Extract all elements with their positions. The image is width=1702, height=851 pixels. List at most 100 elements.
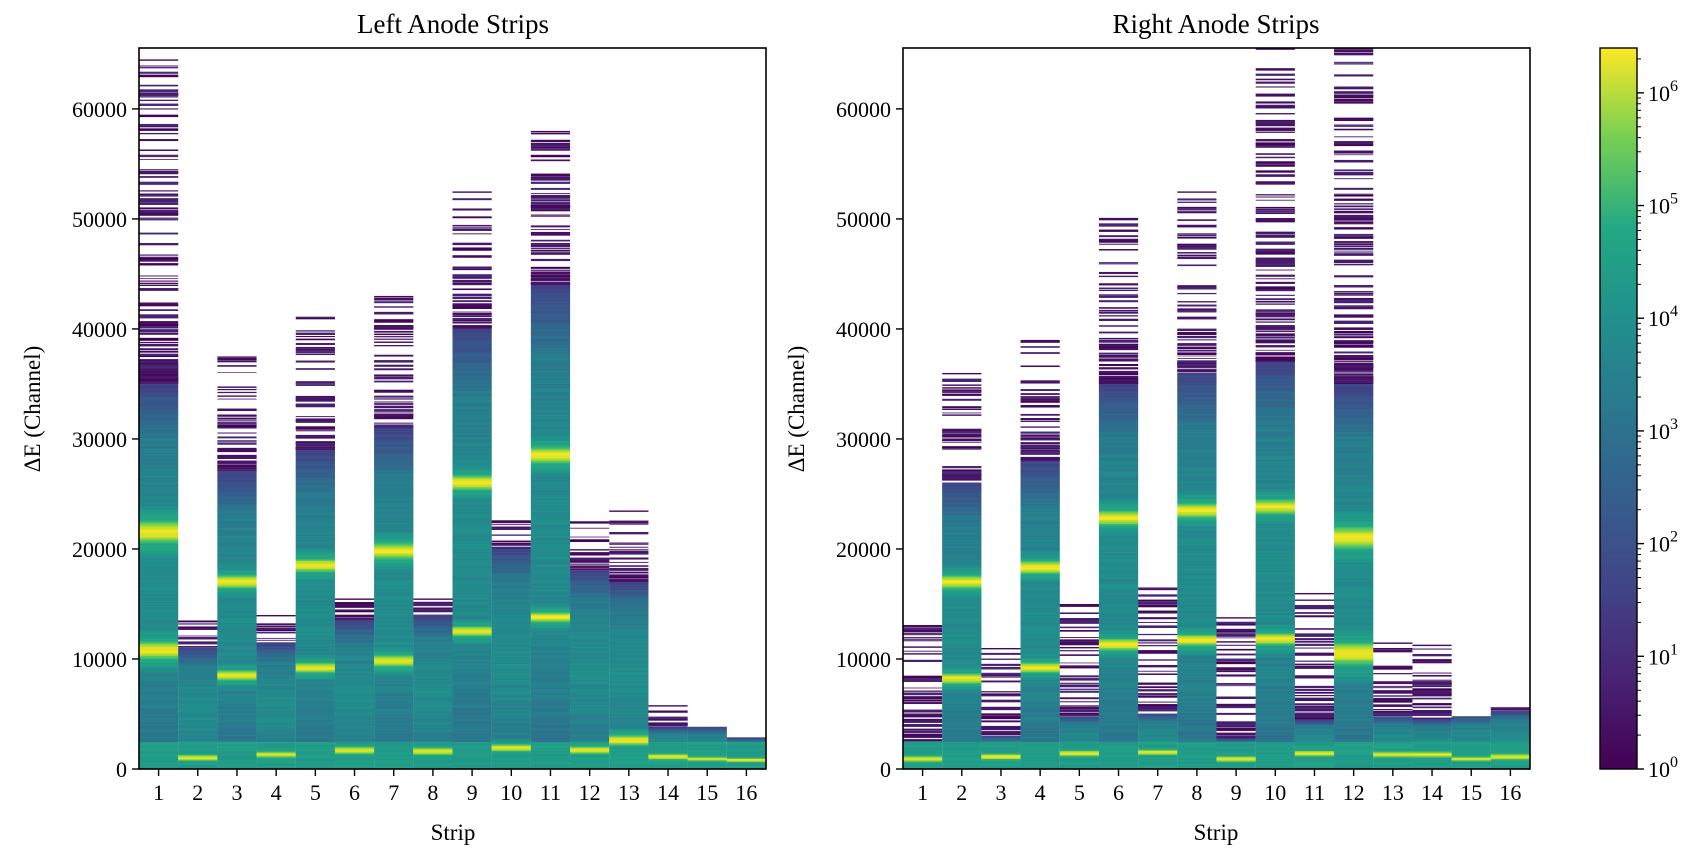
heatmap-bin <box>452 421 492 424</box>
heatmap-bin <box>295 701 335 704</box>
heatmap-bin <box>1177 528 1217 531</box>
heatmap-bin <box>452 712 492 715</box>
heatmap-bin <box>570 655 610 658</box>
heatmap-bin <box>413 709 453 712</box>
heatmap-bin <box>139 551 179 554</box>
heatmap-bin <box>942 737 982 740</box>
heatmap-bin <box>1177 527 1217 530</box>
heatmap-bin <box>1098 646 1139 649</box>
heatmap-bin <box>570 622 610 625</box>
heatmap-bin <box>374 766 414 769</box>
heatmap-bin <box>139 343 179 347</box>
heatmap-bin <box>1177 547 1217 550</box>
heatmap-bin <box>530 375 571 378</box>
heatmap-bin <box>1098 331 1139 334</box>
heatmap-bin <box>942 710 982 713</box>
heatmap-bin <box>295 469 335 472</box>
heatmap-bin <box>1177 728 1217 730</box>
heatmap-bin <box>570 557 610 559</box>
heatmap-bin <box>139 590 179 593</box>
heatmap-bin <box>530 669 571 672</box>
heatmap-bin <box>981 652 1021 655</box>
heatmap-bin <box>1098 741 1139 744</box>
heatmap-bin <box>570 751 610 754</box>
heatmap-bin <box>942 739 982 742</box>
heatmap-bin <box>452 593 492 596</box>
heatmap-bin <box>217 683 257 686</box>
heatmap-bin <box>452 667 492 670</box>
heatmap-bin <box>942 621 982 624</box>
heatmap-bin <box>942 588 982 591</box>
heatmap-bin <box>981 745 1021 748</box>
heatmap-bin <box>491 685 531 688</box>
heatmap-bin <box>491 524 531 526</box>
heatmap-bin <box>295 442 335 445</box>
heatmap-bin <box>1059 637 1099 639</box>
heatmap-bin <box>530 297 571 300</box>
heatmap-bin <box>217 474 257 477</box>
heatmap-bin <box>570 689 610 692</box>
strip-column-16 <box>726 737 766 770</box>
heatmap-bin <box>1059 742 1099 745</box>
heatmap-bin <box>452 465 492 468</box>
heatmap-bin <box>530 367 571 370</box>
heatmap-bin <box>491 676 531 679</box>
heatmap-bin <box>530 693 571 696</box>
heatmap-bin <box>1098 535 1139 538</box>
heatmap-bin <box>1098 478 1139 481</box>
heatmap-bin <box>609 621 649 624</box>
heatmap-bin <box>609 676 649 679</box>
heatmap-bin <box>942 372 982 375</box>
heatmap-bin <box>452 415 492 418</box>
heatmap-bin <box>530 321 571 324</box>
heatmap-bin <box>374 716 414 719</box>
heatmap-bin <box>139 614 179 617</box>
heatmap-bin <box>413 672 453 675</box>
heatmap-bin <box>530 676 571 679</box>
heatmap-bin <box>256 625 296 627</box>
heatmap-bin <box>139 515 179 518</box>
heatmap-bin <box>374 714 414 717</box>
heatmap-bin <box>530 745 571 748</box>
heatmap-bin <box>452 607 492 610</box>
heatmap-bin <box>570 732 610 734</box>
heatmap-bin <box>139 658 179 661</box>
heatmap-bin <box>139 489 179 492</box>
heatmap-bin <box>530 362 571 365</box>
heatmap-bin <box>903 646 943 648</box>
heatmap-bin <box>609 695 649 697</box>
heatmap-bin <box>139 743 179 746</box>
heatmap-bin <box>1177 576 1217 579</box>
heatmap-bin <box>452 445 492 448</box>
heatmap-bin <box>452 427 492 429</box>
heatmap-bin <box>1177 487 1217 490</box>
heatmap-bin <box>217 676 257 679</box>
heatmap-bin <box>1020 494 1060 497</box>
heatmap-bin <box>139 478 179 481</box>
heatmap-bin <box>1098 593 1139 596</box>
heatmap-bin <box>374 614 414 617</box>
heatmap-bin <box>295 629 335 631</box>
heatmap-bin <box>334 745 375 748</box>
heatmap-bin <box>334 739 375 742</box>
heatmap-bin <box>295 699 335 701</box>
heatmap-bin <box>452 629 492 631</box>
heatmap-bin <box>1098 507 1139 510</box>
heatmap-bin <box>570 757 610 760</box>
heatmap-bin <box>1098 276 1139 278</box>
heatmap-bin <box>178 743 218 746</box>
heatmap-bin <box>491 747 531 750</box>
heatmap-bin <box>1098 559 1139 562</box>
heatmap-bin <box>413 625 453 628</box>
heatmap-bin <box>1138 625 1178 628</box>
heatmap-bin <box>452 528 492 531</box>
heatmap-bin <box>178 747 218 750</box>
heatmap-bin <box>570 606 610 609</box>
heatmap-bin <box>413 630 453 633</box>
heatmap-bin <box>687 750 727 753</box>
heatmap-bin <box>452 717 492 720</box>
heatmap-bin <box>530 465 571 468</box>
heatmap-bin <box>942 680 982 683</box>
heatmap-bin <box>1098 746 1139 749</box>
heatmap-bin <box>726 749 766 752</box>
